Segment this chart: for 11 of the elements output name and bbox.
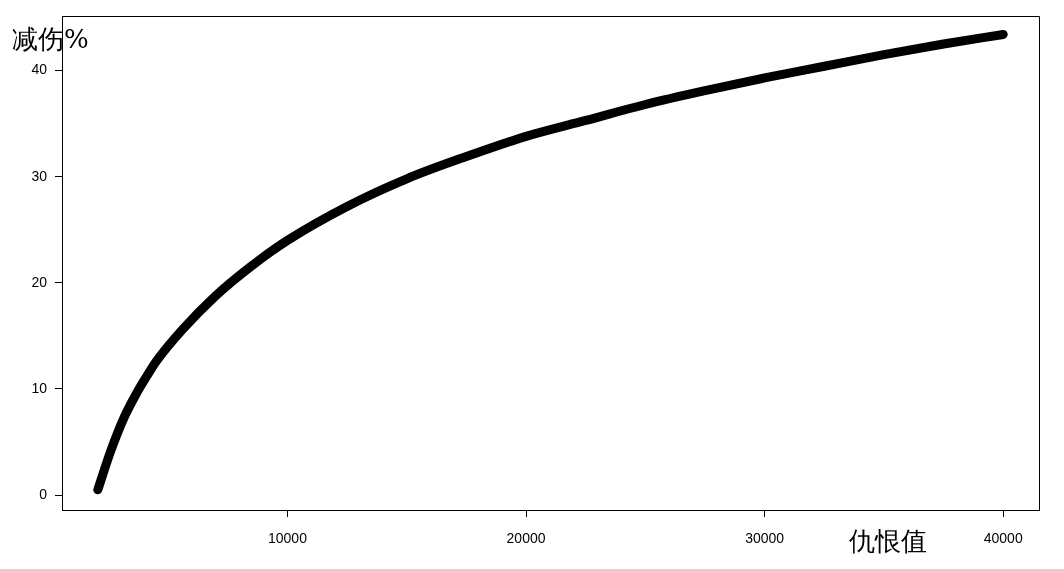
y-tick-label: 40	[31, 61, 48, 78]
y-tick-label: 0	[39, 486, 48, 502]
x-tick-label: 20000	[506, 530, 546, 547]
x-tick-label: 40000	[983, 530, 1023, 547]
y-tick-label: 20	[31, 273, 48, 290]
x-tick-label: 10000	[267, 530, 308, 547]
x-axis-title: 仇恨值	[849, 526, 927, 556]
y-axis-title: 减伤%	[12, 24, 89, 54]
x-tick-label: 30000	[745, 530, 785, 547]
y-tick-label: 10	[31, 379, 48, 396]
y-tick-label: 30	[31, 167, 48, 184]
